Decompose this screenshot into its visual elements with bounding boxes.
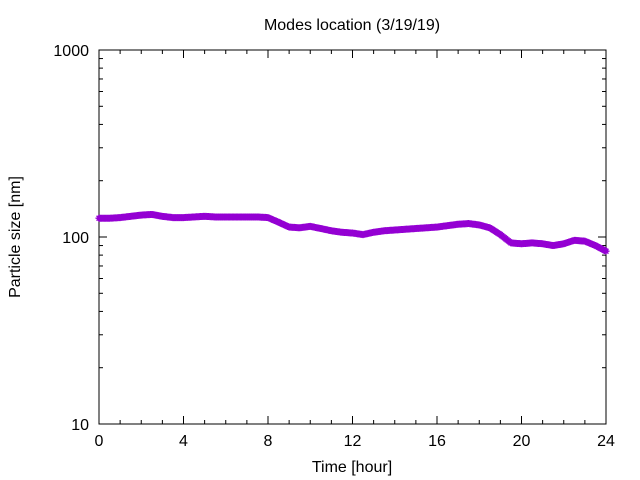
x-tick-label: 24 [597,433,615,450]
series-group [95,210,610,255]
x-tick-label: 20 [513,433,531,450]
x-axis-label: Time [hour] [312,459,392,476]
data-point-marker [602,247,610,255]
x-ticks: 0 4 8 12 16 20 24 [95,50,615,450]
y-axis-label: Particle size [nm] [7,176,24,298]
x-tick-label: 4 [179,433,188,450]
y-tick-label: 1000 [53,43,89,60]
y-tick-label: 100 [62,230,89,247]
x-tick-label: 16 [428,433,446,450]
x-tick-label: 8 [264,433,273,450]
x-tick-label: 12 [344,433,362,450]
y-tick-label: 10 [71,417,89,434]
y-ticks: 10 100 1000 [53,43,606,434]
chart-title: Modes location (3/19/19) [264,17,440,34]
x-tick-label: 0 [95,433,104,450]
plot-frame [98,49,607,425]
